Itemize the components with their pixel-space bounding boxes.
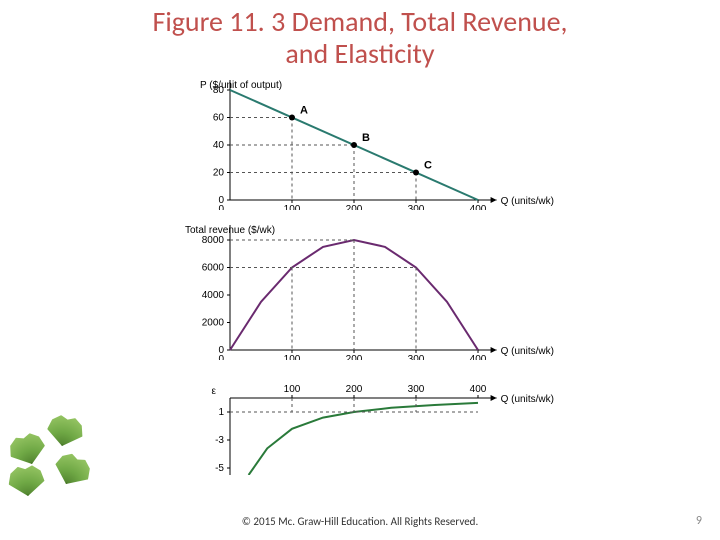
svg-text:400: 400	[470, 354, 487, 360]
svg-text:Total revenue ($/wk): Total revenue ($/wk)	[185, 225, 275, 236]
svg-text:300: 300	[408, 354, 425, 360]
elasticity-panel: 1 -3 -5 100 200 300 400 ε Q (units/wk)	[160, 380, 590, 475]
demand-panel: 0204060801002003004000P ($/unit of outpu…	[160, 80, 590, 210]
svg-text:100: 100	[284, 204, 301, 210]
copyright-text: © 2015 Mc. Graw-Hill Education. All Righ…	[0, 515, 720, 528]
title-line1: Figure 11. 3 Demand, Total Revenue,	[152, 4, 567, 39]
svg-text:A: A	[300, 105, 308, 117]
svg-text:400: 400	[470, 204, 487, 210]
svg-text:100: 100	[284, 384, 301, 395]
chart-stack: 0204060801002003004000P ($/unit of outpu…	[160, 80, 590, 480]
svg-text:0: 0	[218, 204, 224, 210]
ginkgo-logo	[6, 414, 96, 504]
svg-text:200: 200	[346, 204, 363, 210]
svg-text:Q (units/wk): Q (units/wk)	[501, 346, 554, 357]
svg-text:P ($/unit of output): P ($/unit of output)	[200, 80, 282, 91]
total-revenue-panel: 020004000600080001002003004000Total reve…	[160, 225, 590, 360]
slide-title: Figure 11. 3 Demand, Total Revenue, and …	[0, 6, 720, 70]
svg-text:4000: 4000	[202, 290, 225, 301]
svg-text:ε: ε	[212, 386, 217, 397]
svg-text:C: C	[424, 160, 432, 172]
svg-text:200: 200	[346, 354, 363, 360]
svg-text:Q (units/wk): Q (units/wk)	[501, 196, 554, 207]
page-number: 9	[696, 514, 702, 528]
svg-text:300: 300	[408, 384, 425, 395]
svg-text:100: 100	[284, 354, 301, 360]
svg-text:60: 60	[213, 113, 225, 124]
svg-text:B: B	[362, 132, 370, 144]
svg-text:-3: -3	[215, 435, 224, 446]
svg-text:0: 0	[218, 354, 224, 360]
svg-text:2000: 2000	[202, 318, 225, 329]
svg-text:200: 200	[346, 384, 363, 395]
svg-text:8000: 8000	[202, 235, 225, 246]
svg-text:-5: -5	[215, 463, 224, 474]
svg-text:300: 300	[408, 204, 425, 210]
svg-text:40: 40	[213, 140, 225, 151]
svg-text:6000: 6000	[202, 263, 225, 274]
svg-text:1: 1	[218, 407, 224, 418]
svg-text:400: 400	[470, 384, 487, 395]
svg-text:20: 20	[213, 168, 225, 179]
svg-text:Q (units/wk): Q (units/wk)	[501, 394, 554, 405]
title-line2: and Elasticity	[285, 36, 434, 71]
